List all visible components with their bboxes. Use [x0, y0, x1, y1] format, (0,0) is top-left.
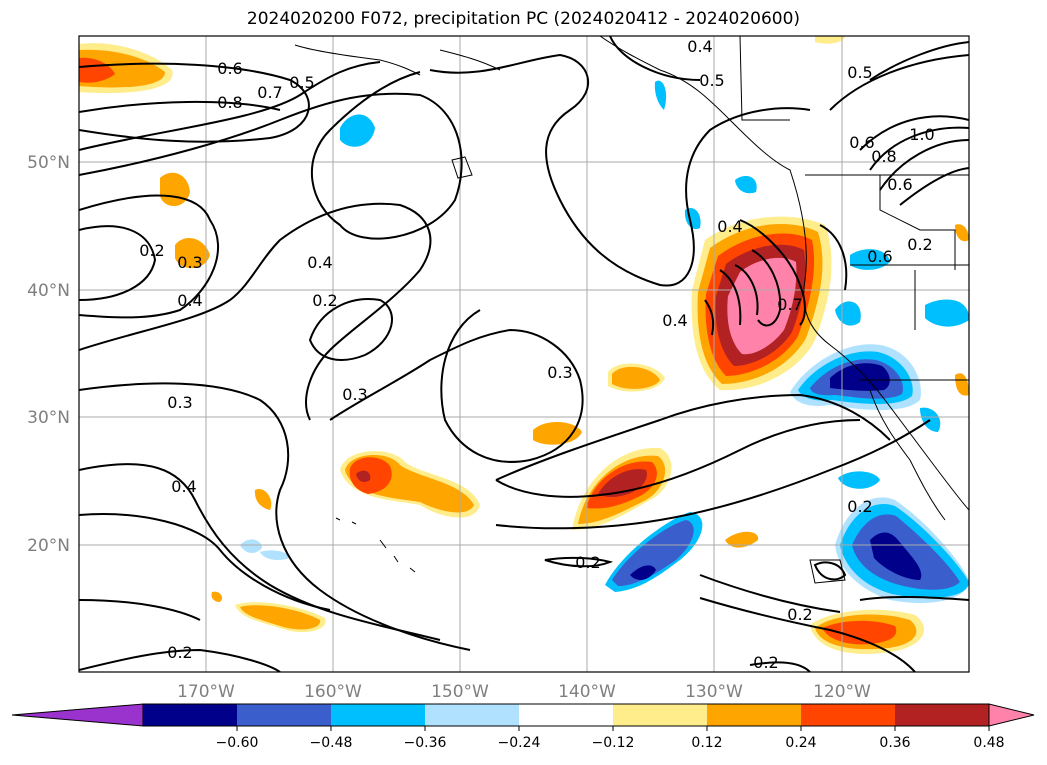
lat-label-50n: 50°N: [27, 153, 70, 173]
shaded-anomalies: [79, 36, 969, 654]
latitude-labels: 50°N 40°N 30°N 20°N: [27, 153, 70, 556]
contour-label: 0.3: [547, 363, 572, 382]
colorbar-extend-high: [988, 703, 1035, 727]
contour-label: 0.3: [167, 393, 192, 412]
contour-label: 0.4: [307, 253, 332, 272]
colorbar-swatch: [801, 704, 896, 726]
contour-label: 0.6: [867, 247, 892, 266]
map-area: 0.6 0.7 0.5 0.8 0.4 0.5 0.2 0.3 0.4 0.4 …: [79, 36, 969, 672]
lon-label-160w: 160°W: [304, 682, 362, 702]
contour-label: 1.0: [909, 125, 934, 144]
contour-label: 0.4: [717, 217, 742, 236]
colorbar-tick-label: 0.36: [879, 735, 910, 751]
colorbar-swatch: [613, 704, 708, 726]
colorbar-swatch: [331, 704, 426, 726]
lat-label-20n: 20°N: [27, 536, 70, 556]
contour-label: 0.8: [217, 93, 242, 112]
colorbar-swatch: [895, 704, 990, 726]
contour-label: 0.4: [171, 477, 196, 496]
contour-label: 0.4: [687, 37, 712, 56]
contour-label: 0.2: [575, 553, 600, 572]
contour-label: 0.2: [139, 241, 164, 260]
contour-label: 0.2: [167, 643, 192, 662]
contour-label: 0.5: [847, 63, 872, 82]
lat-label-30n: 30°N: [27, 408, 70, 428]
contour-label: 0.4: [177, 291, 202, 310]
contour-label: 0.5: [699, 71, 724, 90]
colorbar-tick-label: −0.48: [310, 735, 353, 751]
contour-label: 0.6: [849, 133, 874, 152]
contour-label: 0.2: [753, 653, 778, 672]
lat-label-40n: 40°N: [27, 281, 70, 301]
colorbar: −0.60 −0.48 −0.36 −0.24 −0.12 0.12 0.24 0.36 0.4…: [11, 703, 1035, 751]
contour-label: 0.2: [847, 497, 872, 516]
lon-label-130w: 130°W: [685, 682, 743, 702]
colorbar-tick-label: 0.12: [691, 735, 722, 751]
colorbar-tick-label: −0.24: [498, 735, 541, 751]
contour-label: 0.3: [177, 253, 202, 272]
colorbar-swatch: [237, 704, 332, 726]
colorbar-frame: [142, 703, 990, 727]
lon-label-150w: 150°W: [431, 682, 489, 702]
colorbar-swatch: [425, 704, 520, 726]
colorbar-tick-label: −0.12: [592, 735, 635, 751]
lon-label-170w: 170°W: [177, 682, 235, 702]
contour-label: 0.8: [871, 147, 896, 166]
contour-label: 0.2: [907, 235, 932, 254]
contour-lines: [79, 36, 969, 672]
lon-label-120w: 120°W: [813, 682, 871, 702]
contour-label: 0.3: [342, 385, 367, 404]
contour-label: 0.6: [887, 175, 912, 194]
colorbar-swatch: [519, 704, 614, 726]
map-frame: [78, 35, 970, 673]
contour-label: 0.2: [312, 291, 337, 310]
contour-label: 0.7: [777, 295, 802, 314]
longitude-labels: 170°W 160°W 150°W 140°W 130°W 120°W: [177, 682, 871, 702]
colorbar-swatch: [707, 704, 802, 726]
contour-label: 0.6: [217, 59, 242, 78]
contour-label: 0.5: [289, 73, 314, 92]
contour-label: 0.4: [662, 311, 687, 330]
colorbar-tick-label: −0.60: [216, 735, 259, 751]
contour-label: 0.2: [787, 605, 812, 624]
contour-label-group: 0.6 0.7 0.5 0.8 0.4 0.5 0.2 0.3 0.4 0.4 …: [139, 37, 934, 672]
colorbar-tick-label: −0.36: [404, 735, 447, 751]
colorbar-tick-label: 0.48: [973, 735, 1004, 751]
map-title: 2024020200 F072, precipitation PC (20240…: [246, 9, 801, 29]
lon-label-140w: 140°W: [558, 682, 616, 702]
colorbar-tick-label: 0.24: [785, 735, 816, 751]
colorbar-swatch: [143, 704, 238, 726]
colorbar-extend-low: [11, 703, 144, 727]
contour-label: 0.7: [257, 83, 282, 102]
